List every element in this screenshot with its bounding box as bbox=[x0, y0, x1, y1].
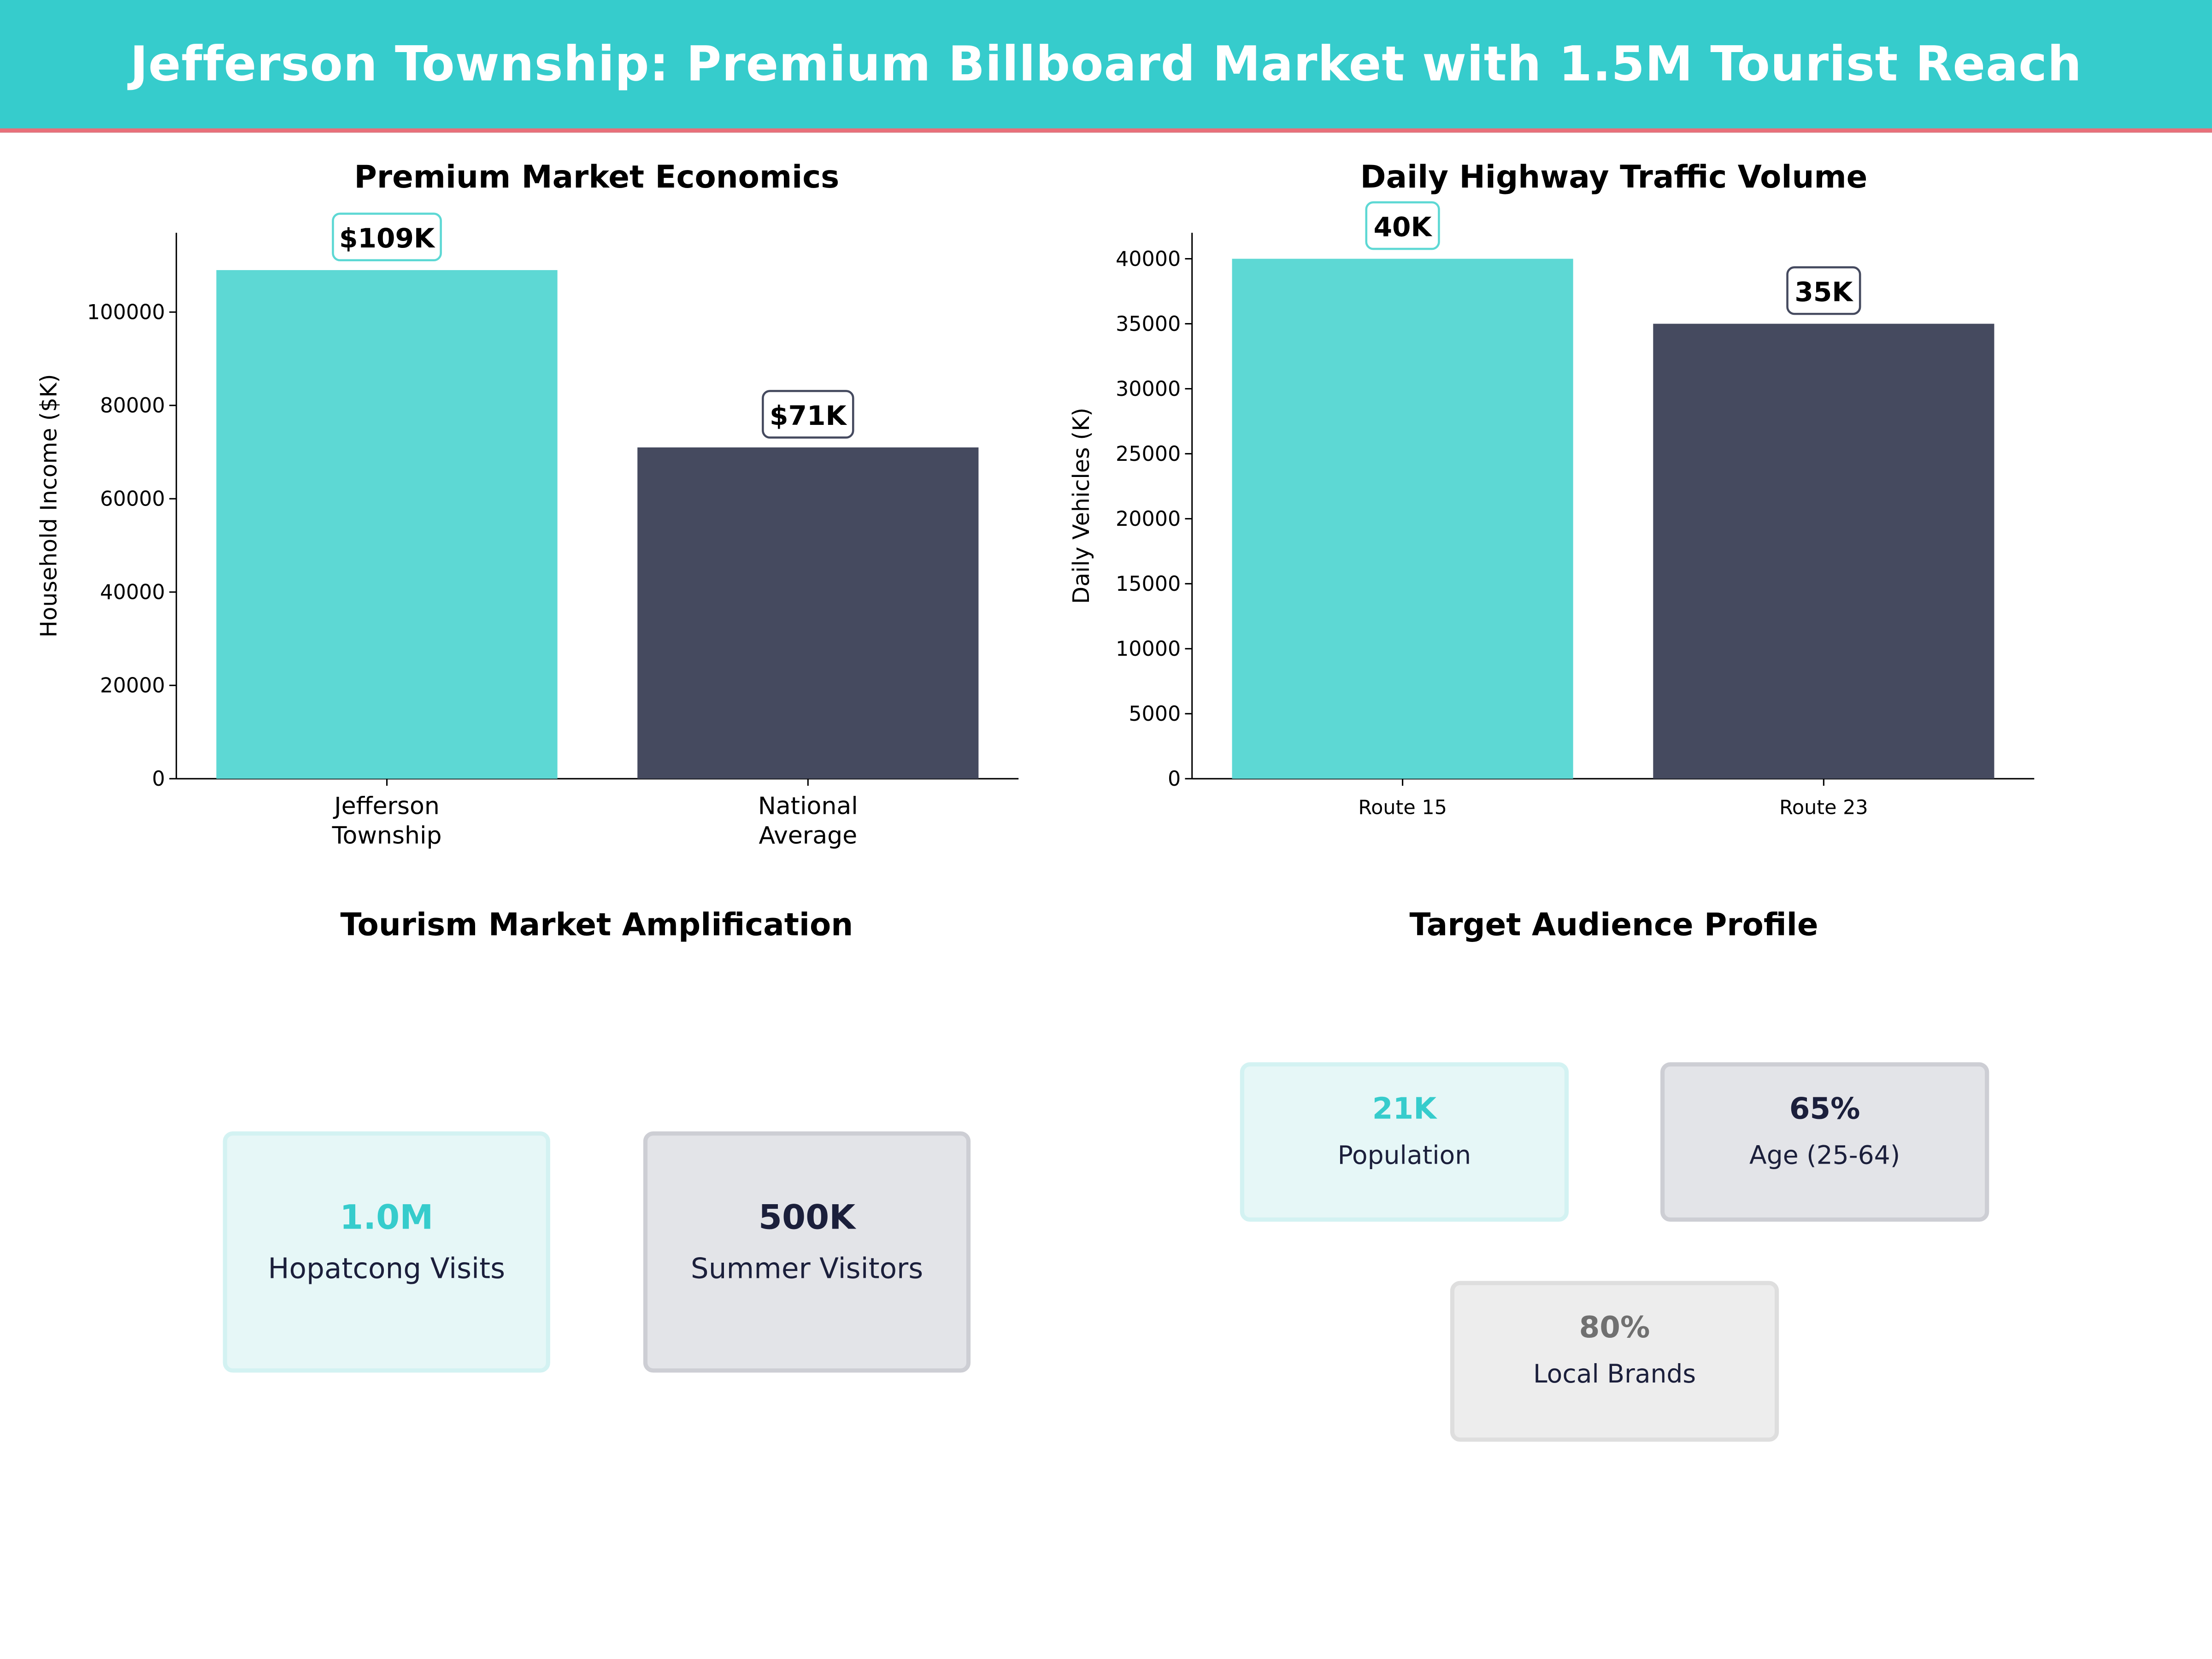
card-population: 21K Population bbox=[1240, 1062, 1569, 1222]
y-tick-label: 100000 bbox=[87, 301, 165, 324]
bar bbox=[1653, 324, 1994, 779]
card-label: Hopatcong Visits bbox=[268, 1251, 506, 1285]
bar bbox=[216, 270, 558, 779]
x-tick-label: National bbox=[758, 792, 858, 820]
income-bar-chart: 0 20000 40000 60000 80000 100000 Household Inc… bbox=[35, 212, 1019, 850]
bar bbox=[1232, 259, 1573, 779]
data-label: 35K bbox=[1794, 276, 1853, 308]
x-tick-label: Jefferson bbox=[333, 792, 440, 820]
y-tick-label: 10000 bbox=[1116, 637, 1181, 661]
y-tick-label: 80000 bbox=[100, 394, 165, 418]
card-value: 65% bbox=[1789, 1092, 1860, 1126]
y-tick-label: 0 bbox=[152, 767, 165, 791]
y-tick-label: 0 bbox=[1168, 767, 1181, 791]
chart-title-traffic: Daily Highway Traffic Volume bbox=[1360, 160, 1868, 196]
audience-title: Target Audience Profile bbox=[1409, 908, 1818, 944]
x-tick-label: Township bbox=[332, 822, 442, 850]
data-label-box bbox=[762, 390, 854, 439]
y-tick-label: 15000 bbox=[1116, 572, 1181, 596]
header-banner: Jefferson Township: Premium Billboard Ma… bbox=[0, 0, 2212, 133]
card-value: 1.0M bbox=[340, 1197, 434, 1237]
card-summer-visitors: 500K Summer Visitors bbox=[643, 1131, 971, 1373]
y-tick-label: 20000 bbox=[100, 674, 165, 698]
card-value: 500K bbox=[758, 1197, 856, 1237]
y-tick-label: 25000 bbox=[1116, 442, 1181, 466]
y-tick-label: 30000 bbox=[1116, 377, 1181, 401]
bar bbox=[637, 447, 979, 779]
y-tick-label: 60000 bbox=[100, 488, 165, 511]
page-title: Jefferson Township: Premium Billboard Ma… bbox=[130, 36, 2082, 93]
x-tick-label: Route 15 bbox=[1358, 796, 1447, 819]
y-tick-label: 5000 bbox=[1129, 702, 1181, 726]
y-tick-label: 40000 bbox=[100, 581, 165, 604]
y-axis-label: Daily Vehicles (K) bbox=[1068, 407, 1094, 604]
x-tick-label: Route 23 bbox=[1779, 796, 1868, 819]
chart-title-income: Premium Market Economics bbox=[354, 160, 840, 196]
data-label: $109K bbox=[339, 223, 435, 254]
data-label: $71K bbox=[770, 400, 847, 431]
x-tick-label: Average bbox=[759, 822, 857, 850]
card-label: Local Brands bbox=[1533, 1359, 1696, 1390]
card-local-brands: 80% Local Brands bbox=[1450, 1281, 1779, 1442]
card-label: Summer Visitors bbox=[690, 1251, 924, 1285]
card-value: 80% bbox=[1579, 1310, 1650, 1345]
traffic-bar-chart: 0 5000 10000 15000 20000 25000 30000 35000 40000… bbox=[1068, 201, 2035, 819]
card-label: Population bbox=[1337, 1141, 1471, 1171]
y-axis-label: Household Income ($K) bbox=[35, 374, 62, 637]
card-hopatcong-visits: 1.0M Hopatcong Visits bbox=[223, 1131, 550, 1373]
y-tick-label: 35000 bbox=[1116, 312, 1181, 336]
data-label-box bbox=[1365, 201, 1440, 250]
card-age: 65% Age (25-64) bbox=[1660, 1062, 1989, 1222]
tourism-title: Tourism Market Amplification bbox=[340, 908, 853, 944]
data-label-box bbox=[1786, 266, 1861, 315]
card-value: 21K bbox=[1372, 1092, 1437, 1126]
y-tick-label: 20000 bbox=[1116, 507, 1181, 531]
data-label-box bbox=[332, 212, 442, 261]
card-label: Age (25-64) bbox=[1749, 1141, 1900, 1171]
y-tick-label: 40000 bbox=[1116, 247, 1181, 271]
data-label: 40K bbox=[1374, 212, 1433, 243]
